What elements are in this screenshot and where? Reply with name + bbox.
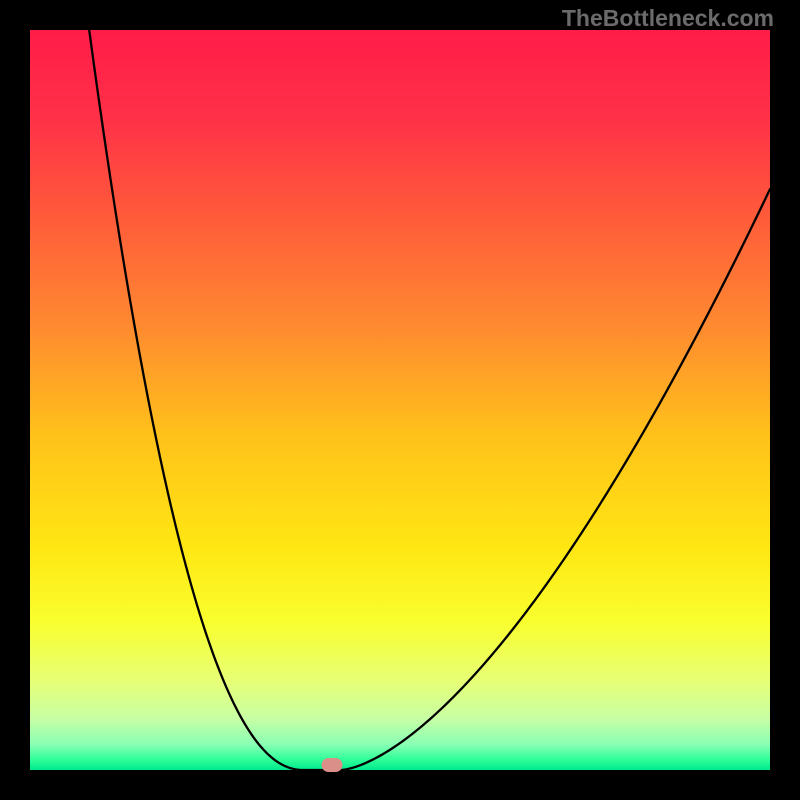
optimum-marker	[321, 758, 342, 772]
curve-layer	[30, 30, 770, 770]
plot-area	[30, 30, 770, 770]
stage: TheBottleneck.com	[0, 0, 800, 800]
bottleneck-curve	[89, 30, 770, 770]
watermark-text: TheBottleneck.com	[562, 5, 774, 32]
